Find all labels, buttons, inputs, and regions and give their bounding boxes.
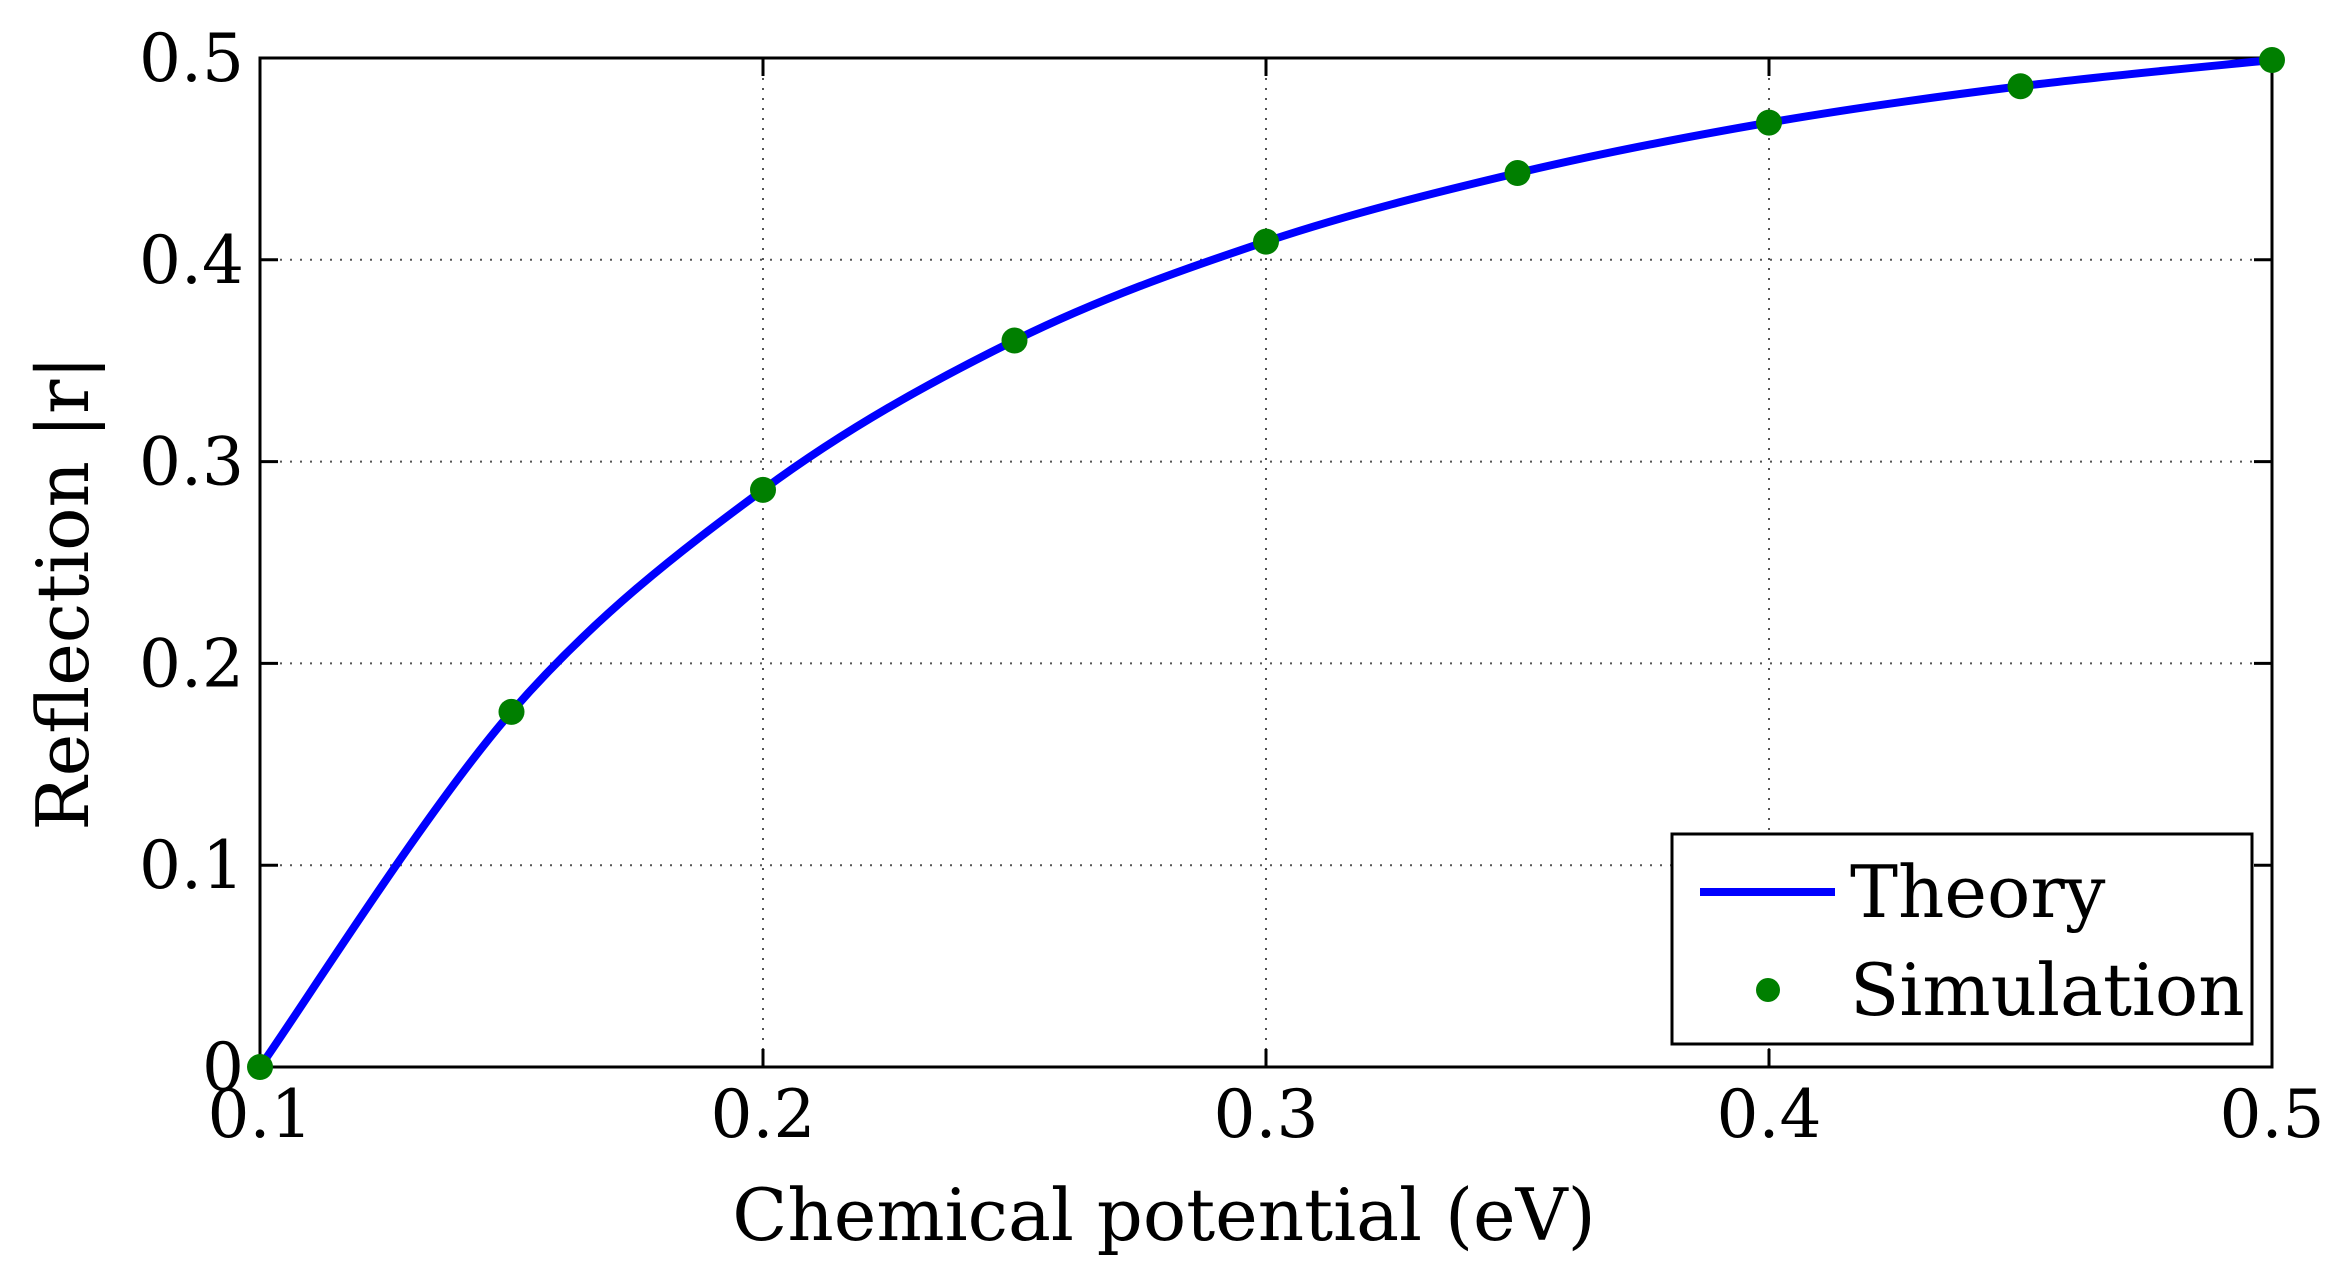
legend-theory-label: Theory (1850, 850, 2106, 934)
simulation-point (498, 698, 525, 725)
x-tick-label: 0.4 (1717, 1076, 1822, 1153)
plot-area (247, 47, 2285, 1080)
x-tick-label: 0.3 (1214, 1076, 1319, 1153)
x-tick-label: 0.5 (2220, 1076, 2325, 1153)
legend-box (1670, 832, 2254, 1046)
y-tick-label: 0.4 (139, 222, 244, 299)
simulation-point (1756, 109, 1782, 136)
simulation-point (1504, 160, 1531, 187)
y-tick-label: 0.2 (139, 625, 244, 702)
legend: Theory Simulation (1670, 832, 2254, 1046)
theory-line (256, 56, 2276, 1071)
simulation-point (247, 1054, 273, 1080)
y-tick-label: 0.3 (139, 424, 244, 501)
legend-simulation-swatch (1756, 978, 1780, 1002)
y-axis-label: Reflection |r| (21, 355, 105, 830)
x-axis-label: Chemical potential (eV) (732, 1173, 1595, 1257)
simulation-point (750, 476, 776, 503)
simulation-point (1253, 228, 1279, 255)
x-tick-label: 0.1 (208, 1076, 313, 1153)
y-tick-label: 0.1 (139, 827, 244, 904)
simulation-point (2259, 47, 2285, 74)
axes: 0.1 0.2 0.3 0.4 0.500.10.20.30.40.5 (139, 20, 2324, 1153)
simulation-point (1001, 327, 1028, 354)
y-tick-label: 0 (202, 1029, 244, 1106)
x-tick-label: 0.2 (711, 1076, 816, 1153)
y-tick-label: 0.5 (139, 20, 244, 97)
legend-simulation-label: Simulation (1850, 948, 2245, 1032)
simulation-point (2007, 73, 2034, 100)
